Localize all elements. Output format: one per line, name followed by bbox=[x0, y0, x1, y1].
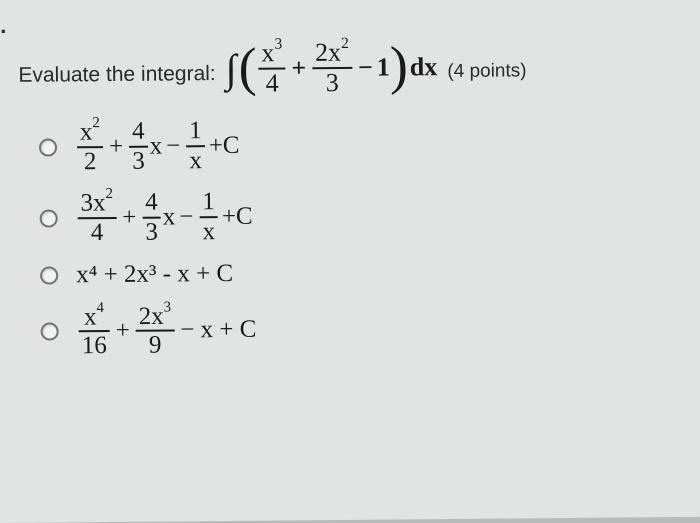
answer-choice[interactable]: x22 + 43 x − 1x +C bbox=[39, 113, 669, 176]
answer-choices: x22 + 43 x − 1x +C 3x24 + 43 x − 1x +C bbox=[39, 113, 671, 360]
answer-expression: x416 + 2x39 − x + C bbox=[76, 301, 256, 360]
radio-icon[interactable] bbox=[41, 323, 59, 341]
question-prompt: Evaluate the integral: ∫ ( x3 4 + 2x2 3 … bbox=[18, 35, 668, 101]
integral-expression: ∫ ( x3 4 + 2x2 3 − 1 ) dx bbox=[225, 37, 437, 99]
radio-icon[interactable] bbox=[40, 266, 58, 284]
answer-choice[interactable]: x⁴ + 2x³ - x + C bbox=[40, 256, 670, 289]
answer-choice[interactable]: x416 + 2x39 − x + C bbox=[40, 298, 670, 361]
points-label: (4 points) bbox=[447, 50, 526, 83]
question-number: 1. bbox=[0, 7, 668, 39]
answer-expression: x22 + 43 x − 1x +C bbox=[75, 117, 240, 176]
minus-sign: − bbox=[358, 53, 373, 83]
integrand-term-2: 2x2 3 bbox=[312, 38, 352, 98]
differential: dx bbox=[410, 52, 438, 82]
radio-icon[interactable] bbox=[39, 138, 57, 156]
radio-icon[interactable] bbox=[40, 209, 58, 227]
plus-sign: + bbox=[291, 53, 306, 83]
answer-expression: 3x24 + 43 x − 1x +C bbox=[75, 188, 252, 247]
answer-expression: x⁴ + 2x³ - x + C bbox=[76, 259, 233, 288]
integral-sign: ∫ bbox=[225, 49, 236, 89]
integrand-term-3: 1 bbox=[377, 52, 390, 82]
prompt-text: Evaluate the integral: bbox=[18, 52, 216, 88]
worksheet-page: 1. Evaluate the integral: ∫ ( x3 4 + 2x2… bbox=[0, 0, 700, 523]
integrand-term-1: x3 4 bbox=[258, 38, 285, 98]
answer-choice[interactable]: 3x24 + 43 x − 1x +C bbox=[39, 184, 669, 247]
